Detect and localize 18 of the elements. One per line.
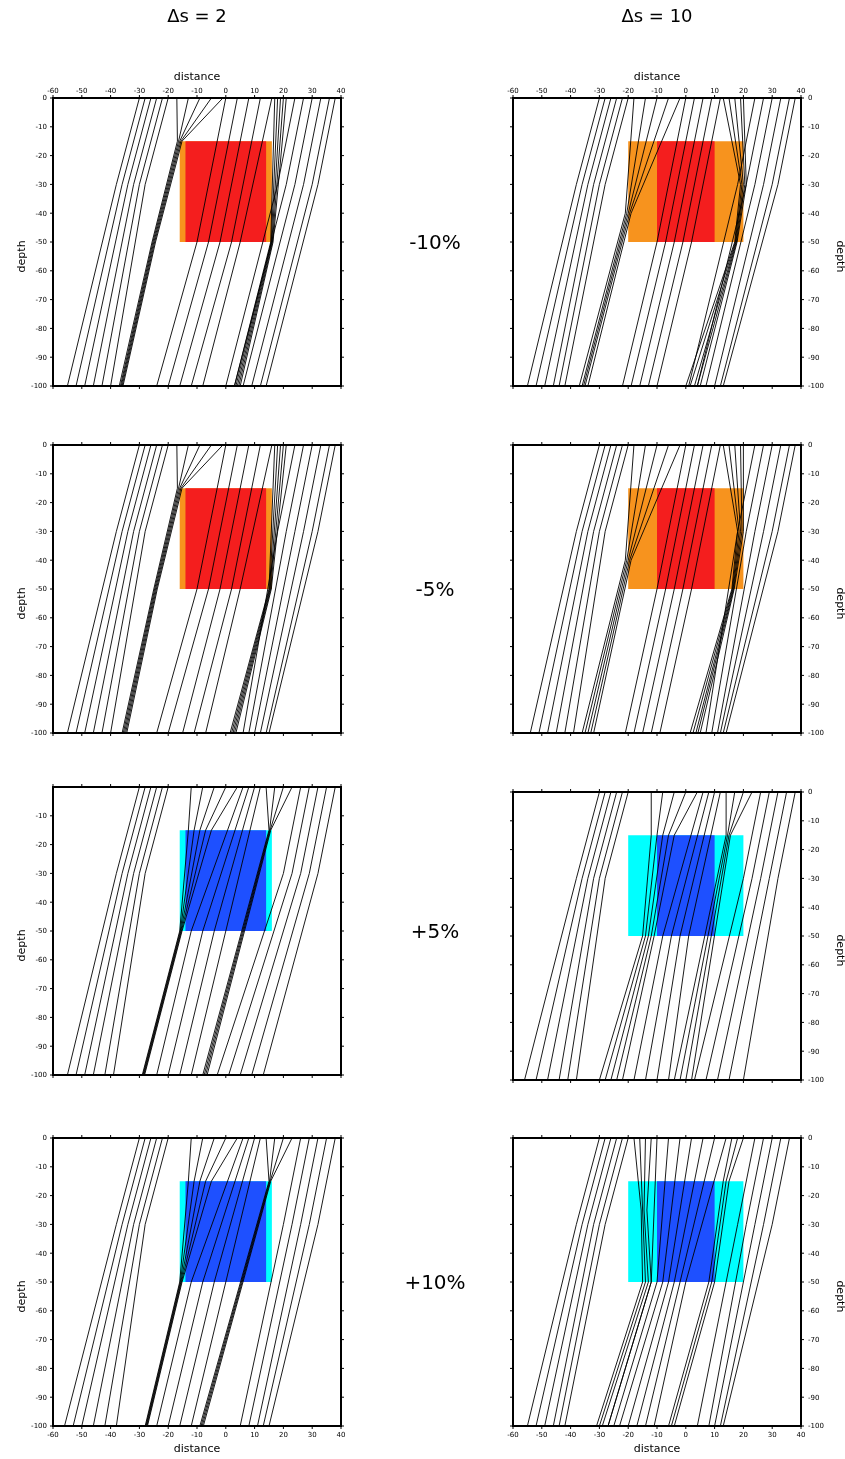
text: +5% [410,919,460,943]
x-axis-title: distance [633,1442,681,1455]
y-axis-title: depth [834,934,845,967]
chart-title: Δs = 10 [621,5,693,26]
text: -5% [415,577,455,601]
y-axis-title: depth [15,929,28,962]
text: -10% [409,230,461,254]
y-axis-title: depth [834,587,845,620]
x-axis-title: distance [633,70,681,83]
text: +10% [404,1270,466,1294]
x-axis-title: distance [173,1442,221,1455]
y-axis-title: depth [834,240,845,273]
chart-title: Δs = 2 [167,5,227,26]
x-axis-title: distance [173,70,221,83]
y-axis-title: depth [15,1280,28,1313]
y-axis-title: depth [15,240,28,273]
y-axis-title: depth [15,587,28,620]
y-axis-title: depth [834,1280,845,1313]
